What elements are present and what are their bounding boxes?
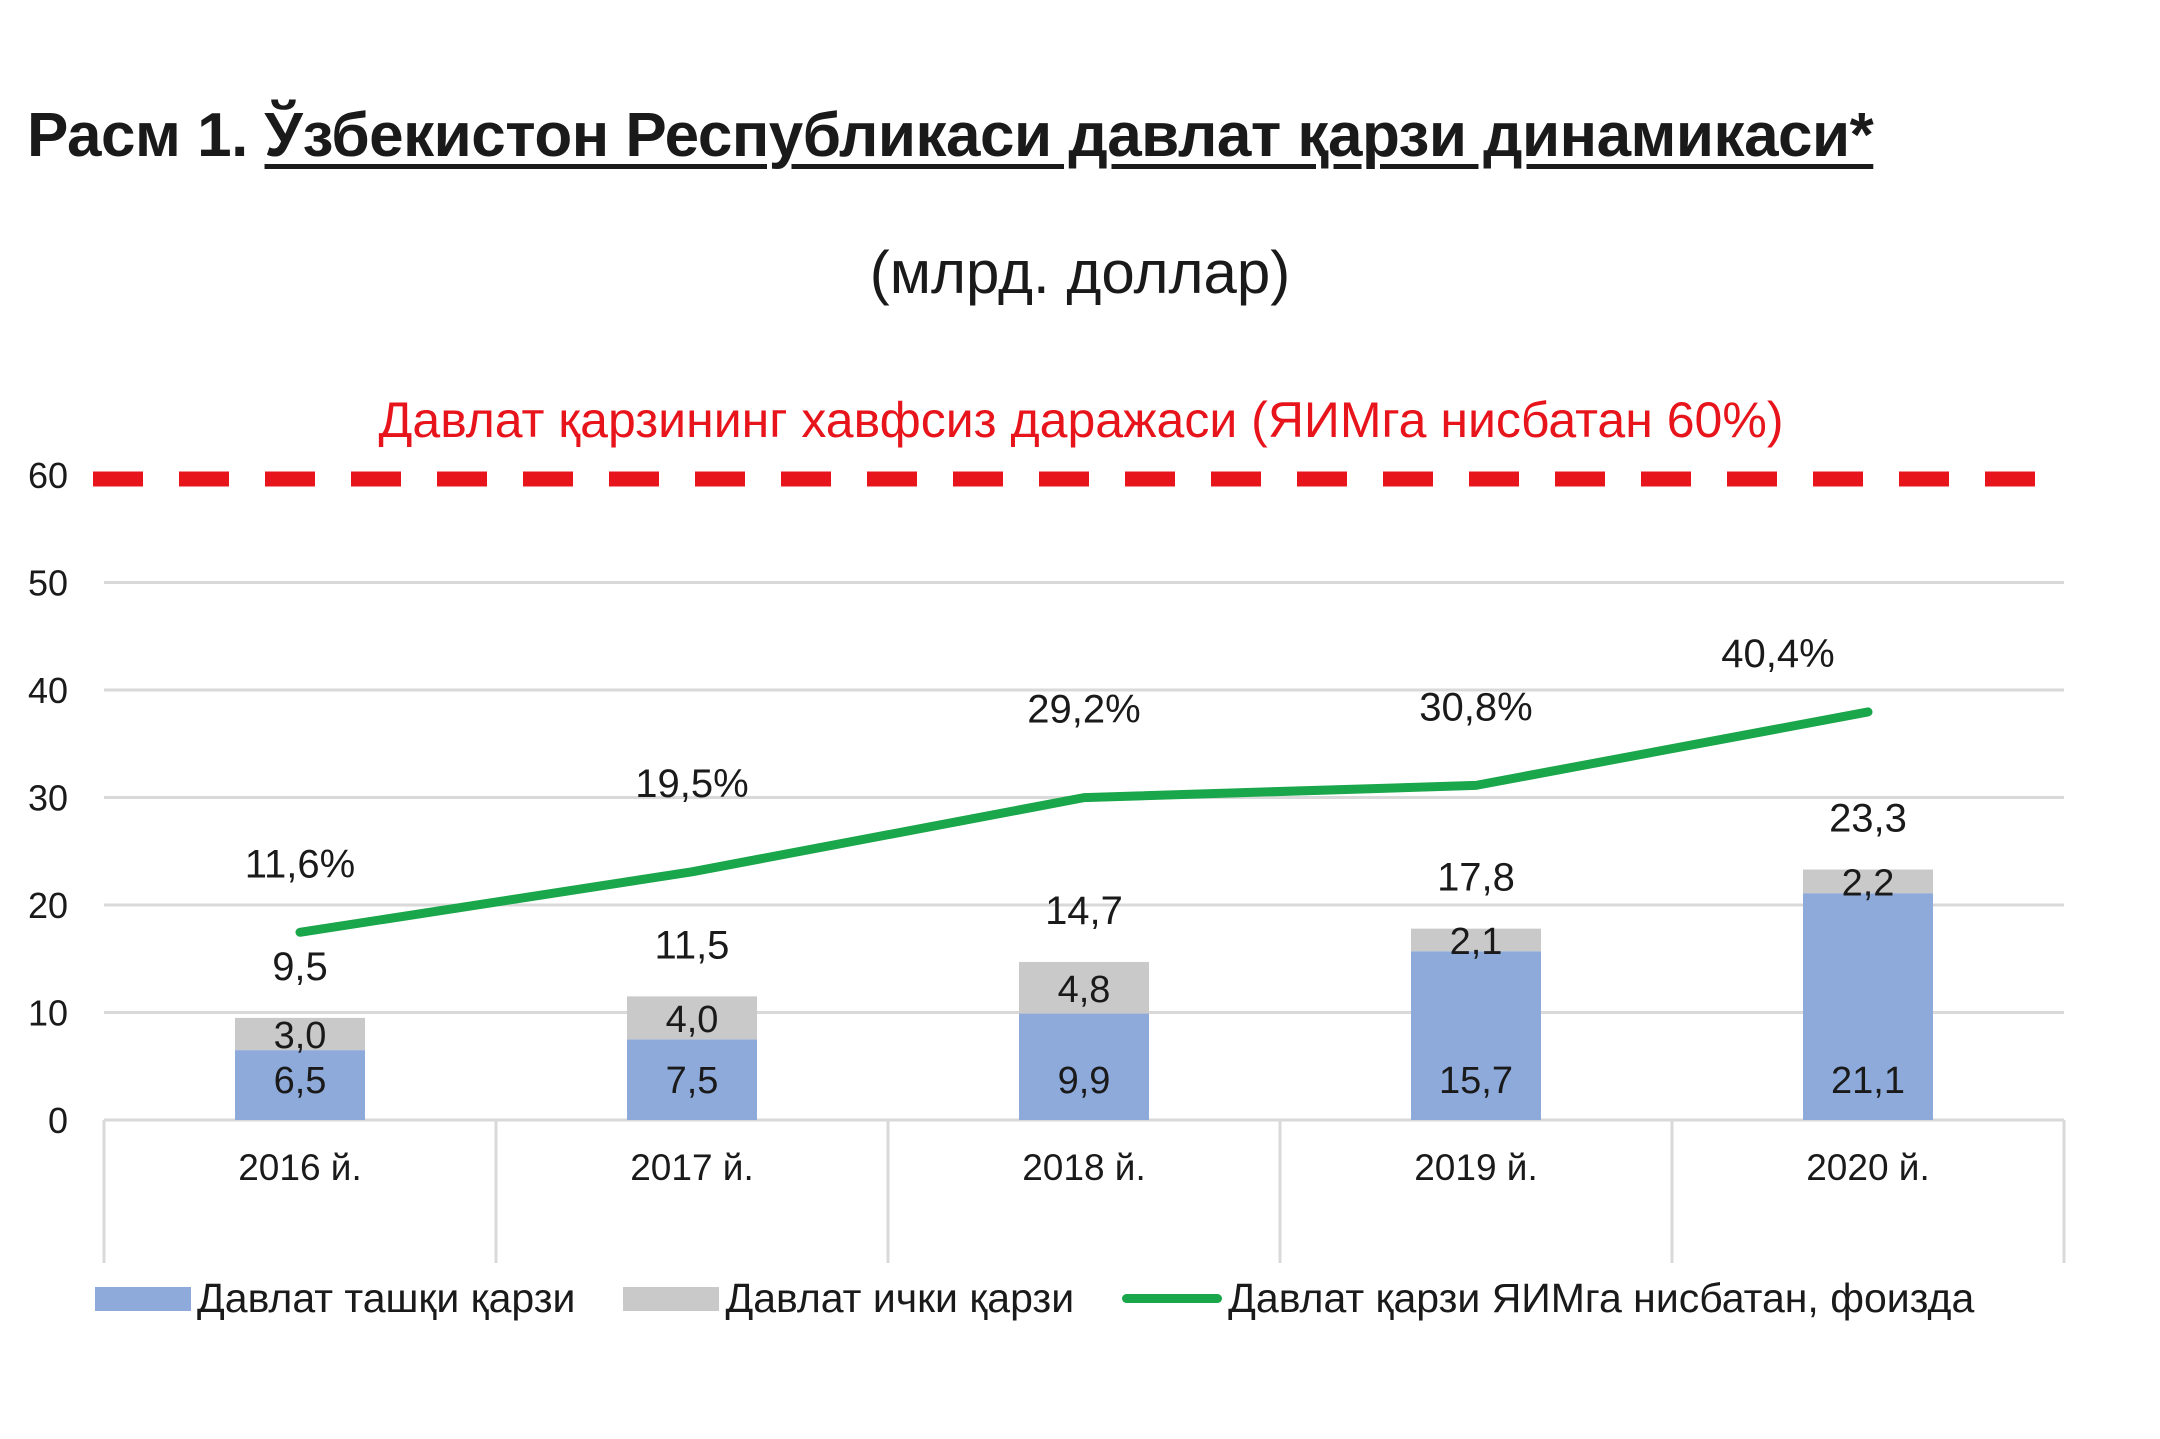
y-tick-label: 10 bbox=[28, 993, 68, 1034]
bar-external-debt bbox=[1803, 893, 1933, 1120]
external-debt-value-label: 7,5 bbox=[666, 1060, 719, 1102]
x-tick-label: 2018 й. bbox=[1022, 1147, 1146, 1188]
chart-subtitle: (млрд. доллар) bbox=[869, 239, 1291, 306]
gdp-ratio-value-label: 40,4% bbox=[1721, 632, 1834, 676]
x-tick-label: 2020 й. bbox=[1806, 1147, 1930, 1188]
gdp-ratio-value-label: 30,8% bbox=[1419, 685, 1532, 729]
legend-item-gdp-ratio: Давлат қарзи ЯИМга нисбатан, фоизда bbox=[1122, 1275, 1974, 1322]
x-tick-label: 2016 й. bbox=[238, 1147, 362, 1188]
legend-label-gdp-ratio: Давлат қарзи ЯИМга нисбатан, фоизда bbox=[1228, 1275, 1975, 1321]
chart-title: Расм 1. Ўзбекистон Республикаси давлат қ… bbox=[27, 100, 1874, 171]
y-tick-label: 50 bbox=[28, 563, 68, 604]
gdp-ratio-value-label: 19,5% bbox=[635, 762, 748, 806]
internal-debt-swatch-icon bbox=[623, 1286, 720, 1311]
bar-internal-debt bbox=[235, 1017, 365, 1051]
legend-label-internal-debt: Давлат ички қарзи bbox=[725, 1275, 1075, 1321]
safe-level-label: Давлат қарзининг хавфсиз даражаси (ЯИМга… bbox=[379, 392, 1784, 448]
bar-external-debt bbox=[1411, 951, 1541, 1120]
bar-internal-debt bbox=[627, 996, 757, 1040]
legend-label-external-debt: Давлат ташқи қарзи bbox=[197, 1275, 576, 1321]
gdp-ratio-value-label: 29,2% bbox=[1027, 688, 1140, 732]
total-debt-value-label: 23,3 bbox=[1829, 797, 1907, 841]
gdp-ratio-line bbox=[295, 707, 1873, 937]
y-tick-label: 60 bbox=[28, 455, 68, 496]
x-tick-label: 2019 й. bbox=[1414, 1147, 1538, 1188]
external-debt-value-label: 6,5 bbox=[274, 1060, 327, 1102]
internal-debt-value-label: 4,0 bbox=[666, 999, 719, 1041]
total-debt-value-label: 11,5 bbox=[655, 923, 730, 967]
y-tick-label: 20 bbox=[28, 885, 68, 926]
external-debt-value-label: 21,1 bbox=[1831, 1060, 1905, 1102]
internal-debt-value-label: 2,1 bbox=[1450, 921, 1503, 963]
internal-debt-value-label: 3,0 bbox=[274, 1015, 327, 1057]
y-tick-label: 0 bbox=[48, 1100, 68, 1141]
legend-item-external-debt: Давлат ташқи қарзи bbox=[95, 1275, 575, 1322]
title-prefix: Расм 1. bbox=[27, 101, 265, 170]
title-main: Ўзбекистон Республикаси давлат қарзи дин… bbox=[264, 101, 1874, 170]
internal-debt-value-label: 2,2 bbox=[1842, 862, 1895, 904]
internal-debt-value-label: 4,8 bbox=[1058, 969, 1111, 1011]
total-debt-value-label: 17,8 bbox=[1437, 856, 1515, 900]
bar-external-debt bbox=[235, 1050, 365, 1120]
chart-legend: Давлат ташқи қарзи Давлат ички қарзи Дав… bbox=[95, 1275, 2022, 1322]
total-debt-value-label: 9,5 bbox=[272, 945, 328, 989]
bar-internal-debt bbox=[1019, 961, 1149, 1014]
legend-item-internal-debt: Давлат ички қарзи bbox=[623, 1275, 1074, 1322]
x-tick-label: 2017 й. bbox=[630, 1147, 754, 1188]
bar-internal-debt bbox=[1411, 928, 1541, 952]
y-tick-label: 30 bbox=[28, 778, 68, 819]
external-debt-value-label: 9,9 bbox=[1058, 1060, 1111, 1102]
external-debt-value-label: 15,7 bbox=[1439, 1060, 1513, 1102]
external-debt-swatch-icon bbox=[95, 1286, 191, 1311]
bar-external-debt bbox=[1019, 1013, 1149, 1120]
bar-external-debt bbox=[627, 1039, 757, 1120]
gdp-ratio-line-icon bbox=[1122, 1294, 1223, 1303]
total-debt-value-label: 14,7 bbox=[1045, 889, 1123, 933]
gdp-ratio-value-label: 11,6% bbox=[245, 842, 355, 886]
bar-internal-debt bbox=[1803, 869, 1933, 894]
y-tick-label: 40 bbox=[28, 670, 68, 711]
